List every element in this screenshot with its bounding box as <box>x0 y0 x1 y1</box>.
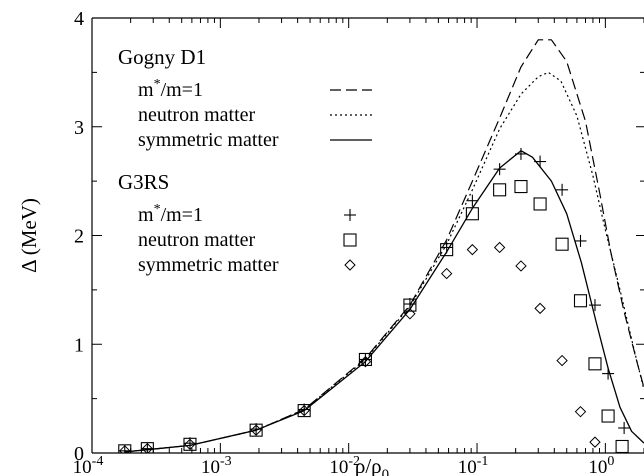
data-point-g3rs_neutron <box>297 404 311 418</box>
data-point-g3rs_neutron <box>358 352 372 367</box>
data-point-g3rs_neutron <box>615 439 629 453</box>
legend-label-gogny_m1: m*/m=1 <box>138 77 203 101</box>
data-point-g3rs_m1 <box>556 183 569 196</box>
series-line-gogny_symmetric <box>124 150 644 453</box>
data-point-g3rs_symmetric <box>119 445 131 453</box>
y-axis-label: Δ (MeV) <box>17 198 41 273</box>
data-point-g3rs_m1 <box>493 163 506 176</box>
x-tick-label-1: 10-3 <box>201 454 232 476</box>
y-tick-label-2: 2 <box>74 226 84 248</box>
data-point-g3rs_neutron <box>140 442 154 453</box>
data-point-g3rs_symmetric <box>589 436 601 448</box>
data-point-g3rs_symmetric <box>404 308 416 320</box>
data-point-g3rs_symmetric <box>574 405 587 418</box>
legend-swatch-g3rs_symmetric <box>344 259 356 271</box>
data-point-g3rs_m1 <box>359 353 372 366</box>
data-point-g3rs_symmetric <box>359 355 372 368</box>
y-tick-label-1: 1 <box>74 334 84 356</box>
data-point-g3rs_neutron <box>249 423 263 437</box>
series-markers-g3rs_neutron <box>118 180 629 453</box>
data-point-g3rs_m1 <box>466 194 479 207</box>
legend-label-g3rs_m1: m*/m=1 <box>138 202 203 226</box>
data-point-g3rs_symmetric <box>515 260 527 272</box>
data-point-g3rs_symmetric <box>466 243 479 256</box>
legend-group-title: Gogny D1 <box>118 45 206 69</box>
data-point-g3rs_m1 <box>588 299 601 312</box>
data-point-g3rs_neutron <box>514 180 528 194</box>
y-tick-label-4: 4 <box>74 8 84 30</box>
data-point-g3rs_neutron <box>493 183 507 197</box>
x-tick-label-4: 100 <box>588 454 614 476</box>
data-point-g3rs_m1 <box>618 421 631 434</box>
data-point-g3rs_m1 <box>574 234 587 247</box>
data-point-g3rs_m1 <box>514 147 527 160</box>
data-point-g3rs_neutron <box>533 197 547 211</box>
data-point-g3rs_symmetric <box>534 302 546 315</box>
x-tick-label-0: 10-4 <box>73 454 104 476</box>
data-point-g3rs_neutron <box>183 437 197 451</box>
data-point-g3rs_symmetric <box>184 438 196 451</box>
data-point-g3rs_m1 <box>403 298 416 311</box>
data-point-g3rs_neutron <box>573 294 588 308</box>
y-tick-label-0: 0 <box>74 443 84 465</box>
data-point-g3rs_m1 <box>534 155 547 168</box>
data-point-g3rs_neutron <box>440 243 454 257</box>
legend-group-title: G3RS <box>118 170 169 194</box>
legend-label-g3rs_symmetric: symmetric matter <box>138 254 279 276</box>
data-point-g3rs_m1 <box>602 367 615 380</box>
legend-label-gogny_neutron: neutron matter <box>138 104 256 126</box>
series-markers-g3rs_symmetric <box>119 241 601 453</box>
series-markers-g3rs_m1 <box>118 147 631 453</box>
data-point-g3rs_m1 <box>118 444 131 453</box>
x-tick-label-3: 10-1 <box>458 454 489 476</box>
data-point-g3rs_symmetric <box>141 442 154 453</box>
data-point-g3rs_symmetric <box>440 267 453 280</box>
legend: Gogny D1 m*/m=1 neutron matter symmetric ma… <box>118 45 372 276</box>
legend-label-g3rs_neutron: neutron matter <box>138 229 256 251</box>
data-point-g3rs_symmetric <box>250 424 262 436</box>
legend-label-gogny_symmetric: symmetric matter <box>138 129 279 151</box>
y-tick-label-3: 3 <box>74 117 84 139</box>
data-point-g3rs_neutron <box>601 409 615 423</box>
data-point-g3rs_symmetric <box>556 354 568 367</box>
data-point-g3rs_symmetric <box>298 404 310 417</box>
data-point-g3rs_m1 <box>141 442 154 453</box>
data-point-g3rs_symmetric <box>493 241 506 254</box>
series-line-gogny_m1 <box>124 39 644 453</box>
data-point-g3rs_neutron <box>588 357 602 371</box>
legend-swatch-g3rs_neutron <box>343 233 357 247</box>
data-point-g3rs_neutron <box>118 444 132 453</box>
data-point-g3rs_neutron <box>465 207 479 221</box>
data-point-g3rs_neutron <box>403 298 417 312</box>
x-axis-label: ρ/ρ0 <box>355 454 389 476</box>
legend-swatch-g3rs_m1 <box>344 209 356 221</box>
series-line-gogny_neutron <box>124 71 644 453</box>
data-point-g3rs_neutron <box>555 237 569 251</box>
